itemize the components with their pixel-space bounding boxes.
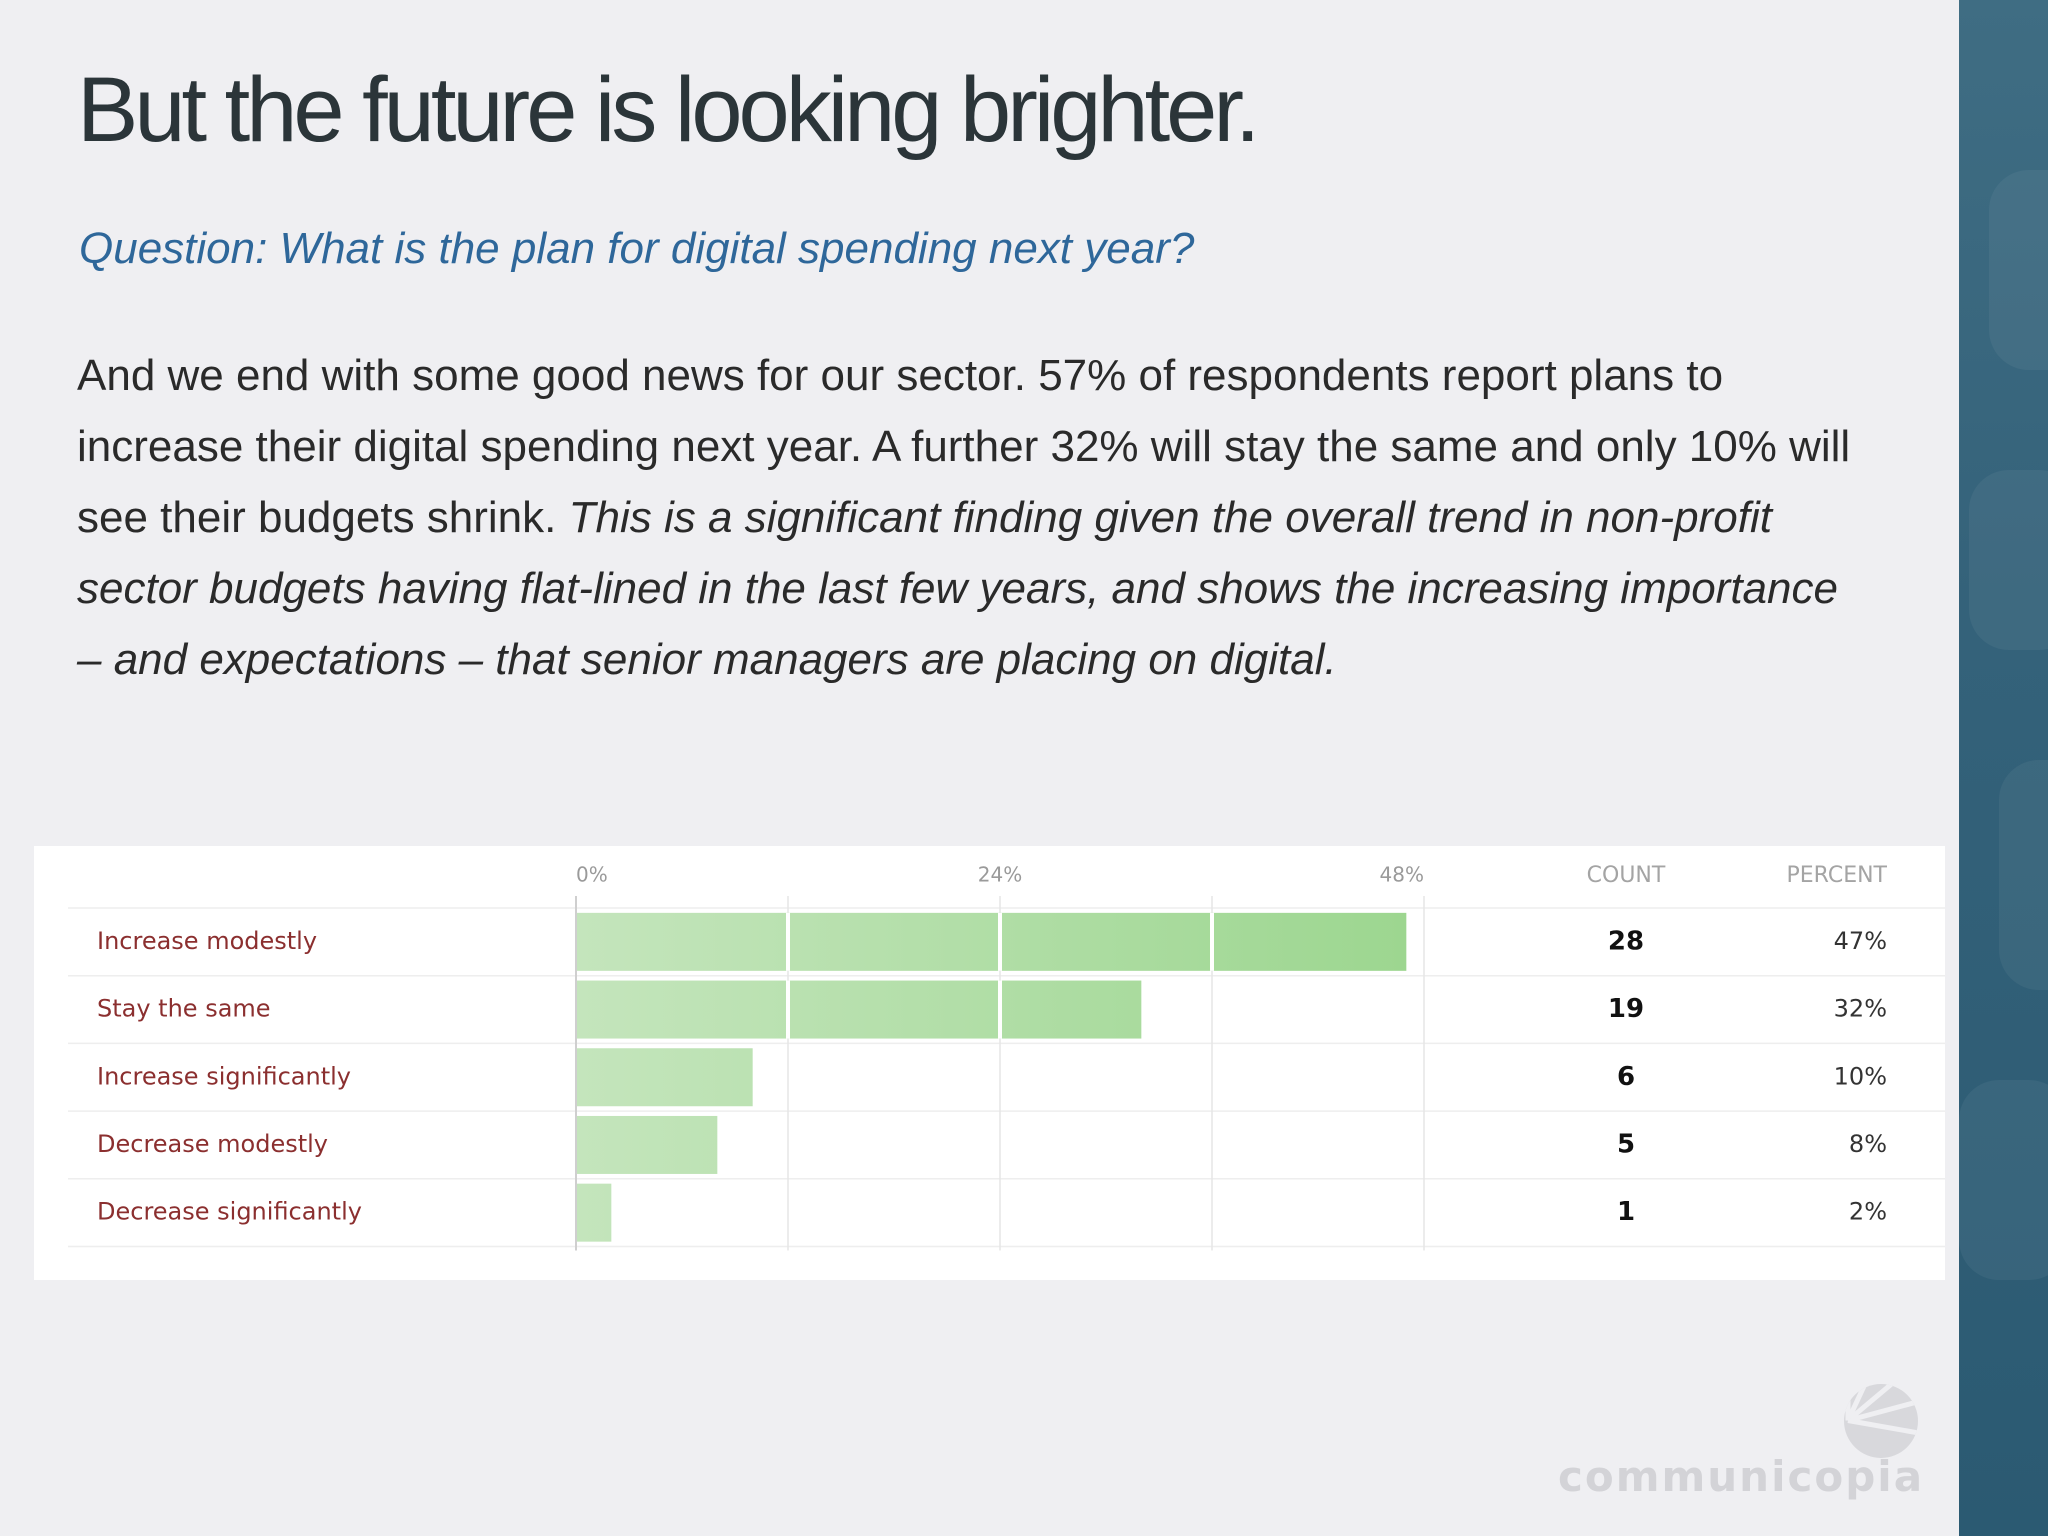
x-tick-label: 24% [978, 863, 1022, 887]
count-value: 19 [1608, 994, 1644, 1024]
slide-title: But the future is looking brighter. [77, 59, 1260, 161]
percent-value: 32% [1834, 995, 1887, 1023]
data-bar [577, 1048, 753, 1107]
data-bar [577, 980, 1142, 1039]
count-value: 1 [1617, 1197, 1635, 1227]
percent-value: 47% [1834, 927, 1887, 955]
shell-logo-icon [1844, 1384, 1918, 1458]
category-label: Decrease modestly [97, 1130, 328, 1158]
x-tick-label: 48% [1380, 863, 1424, 887]
count-value: 28 [1608, 926, 1644, 956]
bar-chart-svg: 0% 24% 48% COUNT PERCENT Increase modestly 28 4… [68, 863, 1945, 1251]
category-label: Decrease significantly [97, 1198, 362, 1226]
percent-column-header: PERCENT [1786, 863, 1887, 888]
data-bar [577, 912, 1407, 971]
count-column-header: COUNT [1587, 863, 1666, 888]
survey-question: Question: What is the plan for digital s… [79, 224, 1195, 273]
side-decoration-panel [1959, 0, 2048, 1536]
body-paragraph: And we end with some good news for our s… [77, 340, 1857, 695]
data-bar [577, 1183, 612, 1242]
data-bar [577, 1115, 718, 1174]
percent-value: 8% [1849, 1130, 1887, 1158]
brand-logo: communicopia [1558, 1380, 1922, 1510]
count-value: 6 [1617, 1062, 1635, 1092]
brand-name: communicopia [1558, 1452, 1925, 1501]
percent-value: 2% [1849, 1198, 1887, 1226]
category-label: Increase significantly [97, 1062, 351, 1090]
body-text-plain: And we end with some good news for our s… [77, 351, 1851, 542]
category-label: Stay the same [97, 995, 271, 1023]
count-value: 5 [1617, 1129, 1635, 1159]
percent-value: 10% [1834, 1062, 1887, 1090]
survey-results-chart: 0% 24% 48% COUNT PERCENT Increase modestly 28 4… [34, 846, 1945, 1280]
x-tick-label: 0% [576, 863, 608, 887]
body-text-italic: This is a significant finding given the … [77, 493, 1838, 684]
category-label: Increase modestly [97, 927, 317, 955]
